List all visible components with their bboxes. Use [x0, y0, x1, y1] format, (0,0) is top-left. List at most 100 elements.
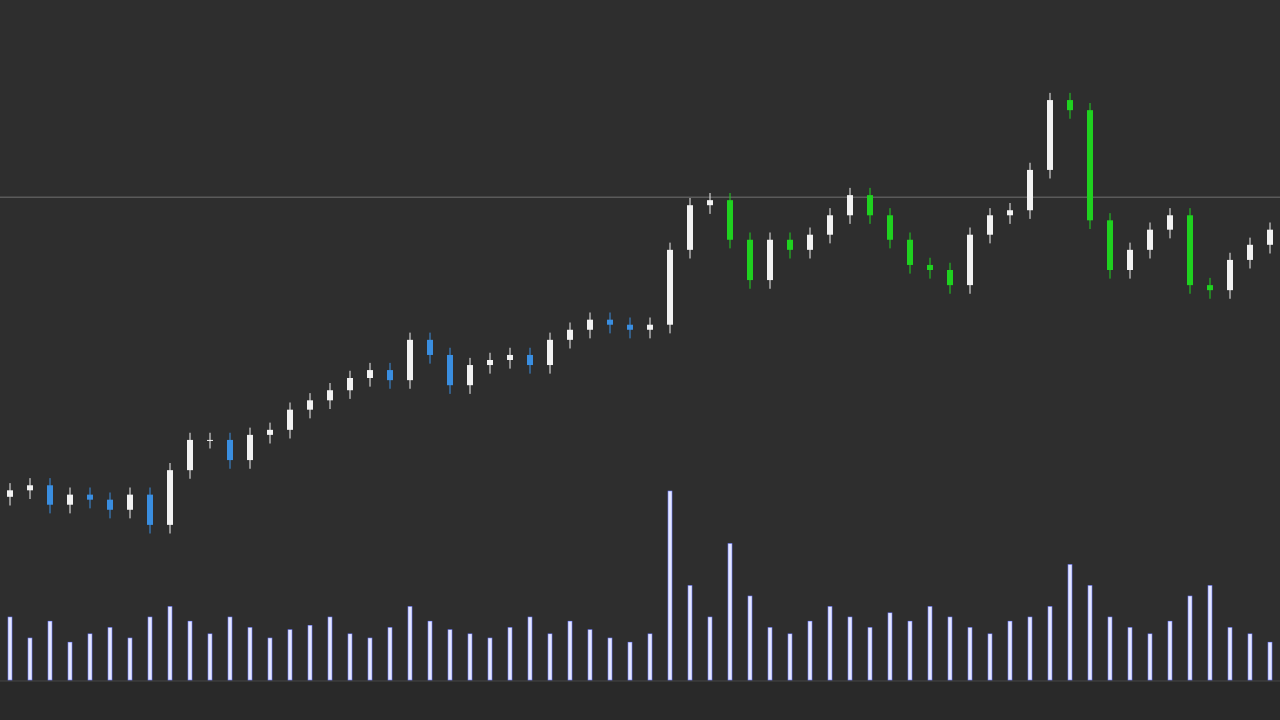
candle-body [267, 429, 273, 435]
volume-bar [907, 620, 913, 681]
volume-bar [527, 616, 533, 681]
candle-body [627, 324, 633, 330]
candle-body [647, 324, 653, 330]
candle-body [847, 195, 853, 216]
volume-bar [587, 629, 593, 681]
candle-body [867, 195, 873, 216]
volume-bar [507, 627, 513, 681]
candle-body [527, 354, 533, 366]
candle-body [827, 215, 833, 235]
candle-body [1167, 215, 1173, 230]
candle-body [607, 319, 613, 325]
volume-bar [867, 627, 873, 681]
volume-bar [287, 629, 293, 681]
volume-bar [207, 633, 213, 681]
candle-body [1247, 244, 1253, 260]
volume-bar [607, 637, 613, 681]
volume-bar [7, 616, 13, 681]
candle-body [727, 200, 733, 240]
volume-bar [367, 637, 373, 681]
volume-bar [947, 616, 953, 681]
volume-bar [847, 616, 853, 681]
candle-body [7, 490, 13, 497]
candle-body [427, 339, 433, 355]
volume-bar [107, 627, 113, 681]
volume-bar [627, 641, 633, 681]
candle-body [227, 439, 233, 461]
candle-body [887, 215, 893, 240]
candle-body [67, 494, 73, 505]
candle-body [1087, 110, 1093, 221]
volume-bar [267, 637, 273, 681]
candle-body [1187, 215, 1193, 286]
candle-body [547, 339, 553, 366]
volume-bar [1167, 620, 1173, 681]
candle-body [107, 499, 113, 510]
volume-bar [1107, 616, 1113, 681]
candle-body [987, 215, 993, 235]
volume-bar [47, 620, 53, 681]
candle-body [687, 205, 693, 250]
volume-bar [1207, 585, 1213, 681]
volume-bar [467, 633, 473, 681]
volume-bar [427, 620, 433, 681]
volume-bar [447, 629, 453, 681]
candle-body [1027, 169, 1033, 211]
volume-bar [1027, 616, 1033, 681]
volume-bar [247, 627, 253, 681]
volume-bar [1147, 633, 1153, 681]
candle-body [87, 494, 93, 500]
candle-body [127, 494, 133, 510]
volume-bar [307, 625, 313, 681]
volume-bar [187, 620, 193, 681]
volume-bar [227, 616, 233, 681]
candle-body [947, 270, 953, 286]
volume-bar [927, 606, 933, 681]
volume-bar [167, 606, 173, 681]
candle-body [1207, 285, 1213, 291]
candle-body [1047, 100, 1053, 170]
volume-bar [1087, 585, 1093, 681]
volume-bar [127, 637, 133, 681]
candle-body [347, 378, 353, 391]
volume-bar [407, 606, 413, 681]
volume-bar [647, 633, 653, 681]
volume-bar [1007, 620, 1013, 681]
candle-body [307, 400, 313, 410]
volume-bar [387, 627, 393, 681]
volume-bar [1127, 627, 1133, 681]
volume-bar [1247, 633, 1253, 681]
candle-body [967, 234, 973, 286]
candle-body [1007, 210, 1013, 216]
volume-bar [687, 585, 693, 681]
candle-body [1147, 229, 1153, 250]
candle-body [907, 239, 913, 265]
volume-bar [827, 606, 833, 681]
volume-bar [747, 595, 753, 681]
candle-body [167, 470, 173, 525]
candle-body [927, 264, 933, 270]
candle-body [1107, 220, 1113, 270]
volume-bar [1067, 564, 1073, 681]
volume-bar [327, 616, 333, 681]
candle-body [587, 319, 593, 330]
volume-bar [667, 490, 673, 681]
candle-body [487, 360, 493, 366]
volume-bar [967, 627, 973, 681]
volume-bar [707, 616, 713, 681]
candle-body [407, 339, 413, 381]
volume-bar [727, 543, 733, 681]
candle-body [207, 439, 213, 441]
candle-body [187, 439, 193, 471]
volume-bar [1187, 595, 1193, 681]
candle-body [507, 354, 513, 360]
volume-bar [147, 616, 153, 681]
candle-body [327, 390, 333, 401]
volume-bar [887, 612, 893, 681]
volume-bar [987, 633, 993, 681]
candle-body [807, 234, 813, 250]
candle-body [707, 200, 713, 206]
volume-bar [547, 633, 553, 681]
